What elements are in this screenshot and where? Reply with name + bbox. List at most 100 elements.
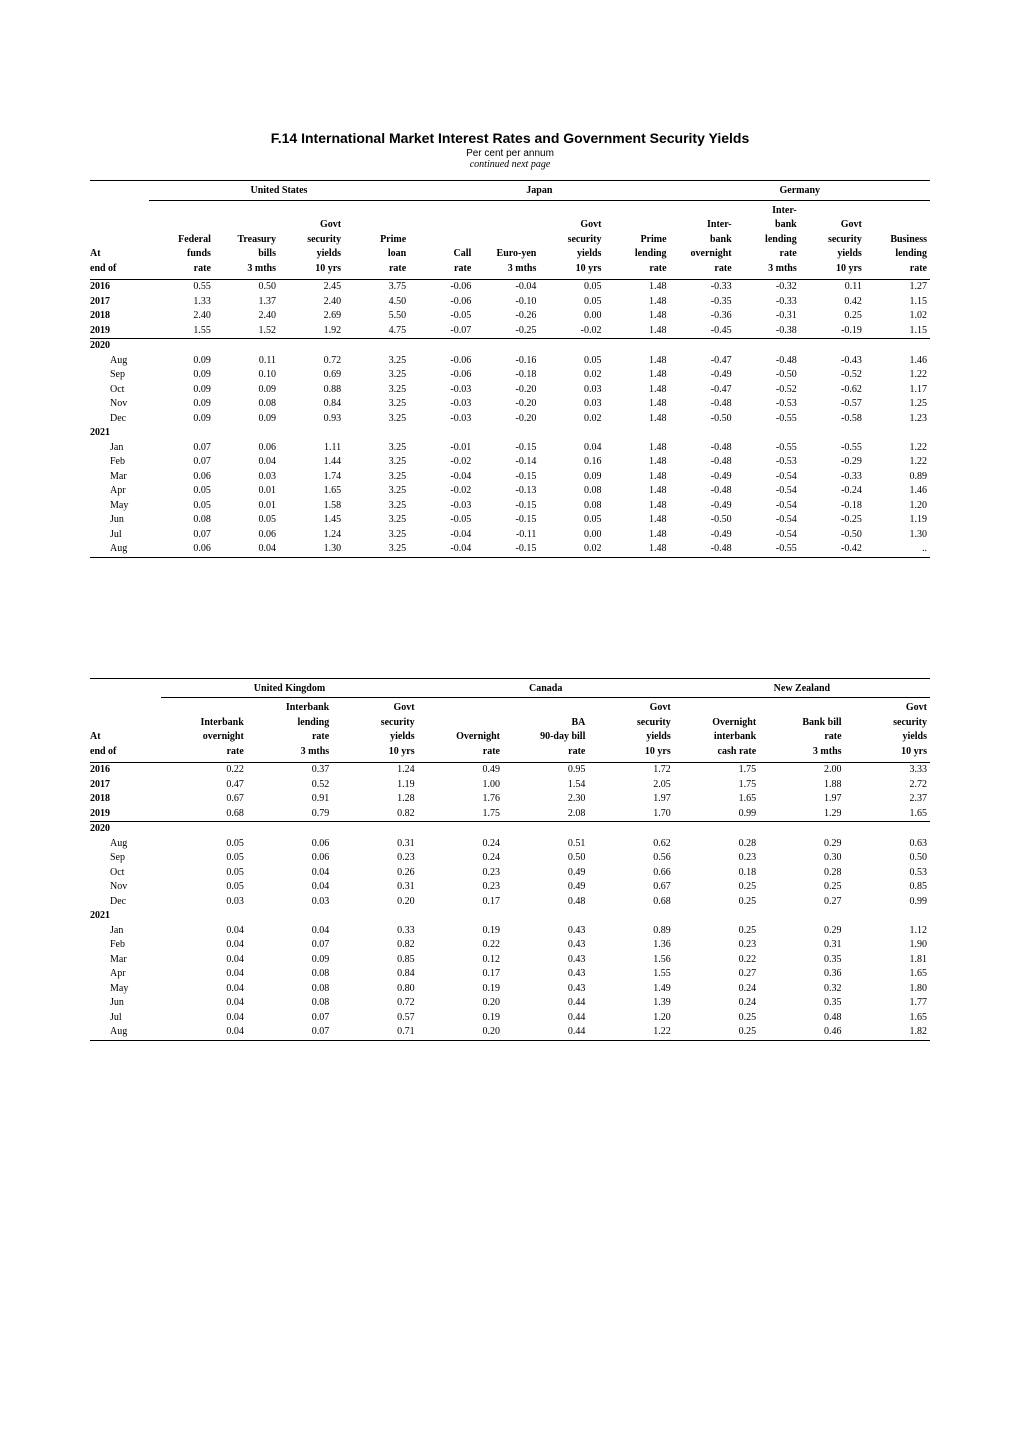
data-cell: 3.25: [344, 412, 409, 427]
data-cell: 0.09: [149, 368, 214, 383]
data-cell: 2.05: [588, 778, 673, 793]
data-cell: 0.27: [759, 895, 844, 910]
data-cell: -0.06: [409, 280, 474, 295]
data-cell: -0.18: [474, 368, 539, 383]
data-cell: 2.40: [279, 295, 344, 310]
data-cell: 0.82: [332, 807, 417, 822]
data-cell: 1.20: [865, 499, 930, 514]
data-cell: -0.32: [735, 280, 800, 295]
data-cell: 0.23: [418, 880, 503, 895]
data-cell: -0.50: [670, 513, 735, 528]
data-cell: -0.20: [474, 412, 539, 427]
data-cell: 1.48: [604, 499, 669, 514]
table-1-body: 20160.550.502.453.75-0.06-0.040.051.48-0…: [90, 280, 930, 558]
data-cell: 3.25: [344, 354, 409, 369]
data-cell: -0.49: [670, 368, 735, 383]
data-cell: 0.25: [674, 1011, 759, 1026]
data-cell: 0.49: [418, 763, 503, 778]
data-cell: 0.31: [332, 880, 417, 895]
data-cell: 1.92: [279, 324, 344, 339]
data-cell: 0.10: [214, 368, 279, 383]
data-cell: 1.15: [865, 324, 930, 339]
data-cell: 0.43: [503, 967, 588, 982]
data-cell: 5.50: [344, 309, 409, 324]
data-cell: 0.23: [674, 938, 759, 953]
data-cell: 0.44: [503, 1025, 588, 1040]
data-cell: 0.19: [418, 1011, 503, 1026]
data-cell: 0.04: [247, 924, 332, 939]
data-cell: 0.24: [418, 837, 503, 852]
data-cell: -0.53: [735, 397, 800, 412]
data-cell: 1.48: [604, 383, 669, 398]
data-cell: 0.08: [539, 499, 604, 514]
data-cell: 1.22: [865, 368, 930, 383]
data-cell: 0.89: [588, 924, 673, 939]
data-cell: 0.44: [503, 1011, 588, 1026]
data-cell: 0.28: [759, 866, 844, 881]
data-cell: 1.97: [759, 792, 844, 807]
data-cell: 0.72: [279, 354, 344, 369]
data-cell: -0.36: [670, 309, 735, 324]
page-subtitle: Per cent per annum: [90, 148, 930, 159]
data-cell: 1.24: [332, 763, 417, 778]
data-cell: 1.48: [604, 309, 669, 324]
data-cell: -0.42: [800, 542, 865, 557]
data-cell: 0.06: [214, 441, 279, 456]
data-cell: 0.11: [214, 354, 279, 369]
data-cell: -0.33: [670, 280, 735, 295]
data-cell: 1.48: [604, 441, 669, 456]
data-cell: 1.29: [759, 807, 844, 822]
data-cell: 0.08: [539, 484, 604, 499]
data-cell: 3.25: [344, 542, 409, 557]
data-cell: 0.09: [214, 383, 279, 398]
data-cell: -0.52: [735, 383, 800, 398]
data-cell: -0.02: [409, 484, 474, 499]
data-cell: 1.19: [332, 778, 417, 793]
data-cell: -0.20: [474, 383, 539, 398]
data-cell: 1.52: [214, 324, 279, 339]
data-cell: 0.03: [161, 895, 246, 910]
continued-note: continued next page: [90, 159, 930, 170]
row-label: Sep: [90, 368, 149, 383]
data-cell: 0.20: [418, 996, 503, 1011]
data-cell: 0.25: [674, 1025, 759, 1040]
data-cell: 1.22: [865, 455, 930, 470]
data-cell: -0.49: [670, 470, 735, 485]
column-header: Euro-yen 3 mths: [474, 200, 539, 280]
data-cell: 0.88: [279, 383, 344, 398]
column-header: Federal funds rate: [149, 200, 214, 280]
data-cell: -0.54: [735, 470, 800, 485]
data-cell: 0.09: [149, 397, 214, 412]
data-cell: 0.72: [332, 996, 417, 1011]
data-cell: 0.25: [759, 880, 844, 895]
data-cell: 3.25: [344, 528, 409, 543]
data-cell: 0.05: [149, 499, 214, 514]
group-uk: United Kingdom: [161, 678, 417, 698]
data-cell: -0.07: [409, 324, 474, 339]
data-cell: 1.17: [865, 383, 930, 398]
data-cell: 0.07: [149, 455, 214, 470]
data-cell: 0.68: [588, 895, 673, 910]
table-1: United States Japan Germany Atend of Fed…: [90, 180, 930, 558]
data-cell: 0.09: [214, 412, 279, 427]
data-cell: -0.48: [670, 542, 735, 557]
data-cell: -0.43: [800, 354, 865, 369]
data-cell: 1.48: [604, 368, 669, 383]
group-jp: Japan: [409, 181, 669, 201]
data-cell: 0.35: [759, 953, 844, 968]
data-cell: 0.91: [247, 792, 332, 807]
data-cell: 1.19: [865, 513, 930, 528]
data-cell: 3.75: [344, 280, 409, 295]
data-cell: 0.46: [759, 1025, 844, 1040]
data-cell: 0.23: [418, 866, 503, 881]
data-cell: 0.51: [503, 837, 588, 852]
data-cell: 0.29: [759, 924, 844, 939]
data-cell: 1.33: [149, 295, 214, 310]
column-header: Govt security yields 10 yrs: [845, 698, 930, 763]
column-header: Treasury bills 3 mths: [214, 200, 279, 280]
row-label: Aug: [90, 837, 161, 852]
data-cell: 0.93: [279, 412, 344, 427]
data-cell: -0.29: [800, 455, 865, 470]
data-cell: 1.54: [503, 778, 588, 793]
data-cell: 0.33: [332, 924, 417, 939]
